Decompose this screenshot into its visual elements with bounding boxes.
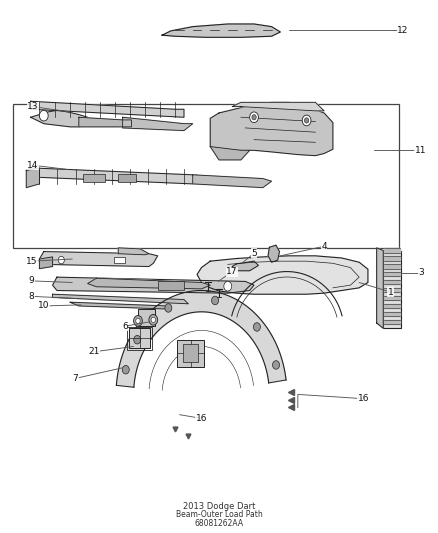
Text: 4: 4 — [321, 242, 327, 251]
Polygon shape — [193, 175, 272, 188]
Text: 16: 16 — [358, 394, 369, 403]
Polygon shape — [26, 168, 39, 188]
Polygon shape — [31, 101, 184, 117]
Text: 13: 13 — [27, 102, 39, 111]
Circle shape — [39, 110, 48, 121]
Circle shape — [302, 115, 311, 126]
Circle shape — [272, 361, 279, 369]
Circle shape — [134, 335, 141, 344]
Polygon shape — [162, 24, 280, 37]
Bar — [13, 104, 399, 248]
Polygon shape — [268, 245, 279, 262]
Polygon shape — [88, 278, 210, 289]
Circle shape — [136, 318, 140, 324]
Bar — [158, 281, 184, 290]
Text: 6: 6 — [122, 322, 128, 330]
Circle shape — [252, 115, 256, 120]
Polygon shape — [123, 117, 193, 131]
Polygon shape — [384, 312, 400, 316]
Text: Beam-Outer Load Path: Beam-Outer Load Path — [176, 510, 262, 519]
Text: 10: 10 — [38, 302, 49, 310]
Polygon shape — [53, 294, 188, 304]
Text: 9: 9 — [28, 277, 35, 285]
Text: 12: 12 — [397, 26, 409, 35]
Polygon shape — [384, 248, 400, 253]
Circle shape — [250, 112, 258, 123]
Polygon shape — [384, 256, 400, 261]
Text: 3: 3 — [418, 269, 424, 277]
Bar — [138, 309, 155, 326]
Polygon shape — [118, 248, 149, 255]
Polygon shape — [53, 277, 254, 293]
Bar — [118, 174, 136, 182]
Text: 15: 15 — [26, 257, 37, 265]
Polygon shape — [210, 147, 250, 160]
Circle shape — [254, 322, 261, 331]
Polygon shape — [39, 252, 158, 266]
Polygon shape — [197, 256, 368, 294]
Bar — [129, 328, 150, 348]
Bar — [183, 344, 198, 362]
Circle shape — [212, 296, 219, 305]
Polygon shape — [117, 290, 286, 387]
Polygon shape — [384, 320, 400, 324]
Polygon shape — [39, 257, 53, 269]
Circle shape — [165, 304, 172, 312]
Polygon shape — [79, 117, 131, 127]
Polygon shape — [31, 110, 88, 127]
Polygon shape — [384, 288, 400, 292]
Circle shape — [58, 256, 64, 264]
Bar — [83, 174, 105, 182]
Text: 17: 17 — [226, 268, 238, 276]
Polygon shape — [26, 168, 197, 184]
Circle shape — [122, 366, 129, 374]
Polygon shape — [384, 264, 400, 269]
Text: 11: 11 — [415, 146, 426, 155]
Bar — [114, 257, 125, 263]
Text: 21: 21 — [88, 348, 100, 356]
Bar — [383, 251, 401, 328]
Polygon shape — [210, 102, 333, 156]
Polygon shape — [232, 102, 324, 111]
Polygon shape — [384, 296, 400, 300]
Polygon shape — [384, 280, 400, 285]
Text: 8: 8 — [28, 292, 35, 301]
Circle shape — [224, 281, 232, 291]
Circle shape — [134, 316, 142, 326]
Polygon shape — [232, 261, 258, 271]
Polygon shape — [377, 248, 383, 328]
Text: 68081262AA: 68081262AA — [194, 519, 244, 528]
Bar — [127, 327, 152, 350]
Text: 1: 1 — [388, 288, 394, 296]
Text: 16: 16 — [196, 414, 207, 423]
Text: 7: 7 — [72, 374, 78, 383]
Bar — [177, 340, 204, 367]
Polygon shape — [70, 302, 171, 309]
Polygon shape — [384, 304, 400, 308]
Circle shape — [151, 317, 155, 322]
Text: 5: 5 — [251, 249, 257, 257]
Text: 14: 14 — [27, 161, 39, 169]
Polygon shape — [384, 272, 400, 277]
Text: 2013 Dodge Dart: 2013 Dodge Dart — [183, 502, 255, 511]
Circle shape — [304, 118, 309, 123]
Circle shape — [149, 314, 158, 325]
